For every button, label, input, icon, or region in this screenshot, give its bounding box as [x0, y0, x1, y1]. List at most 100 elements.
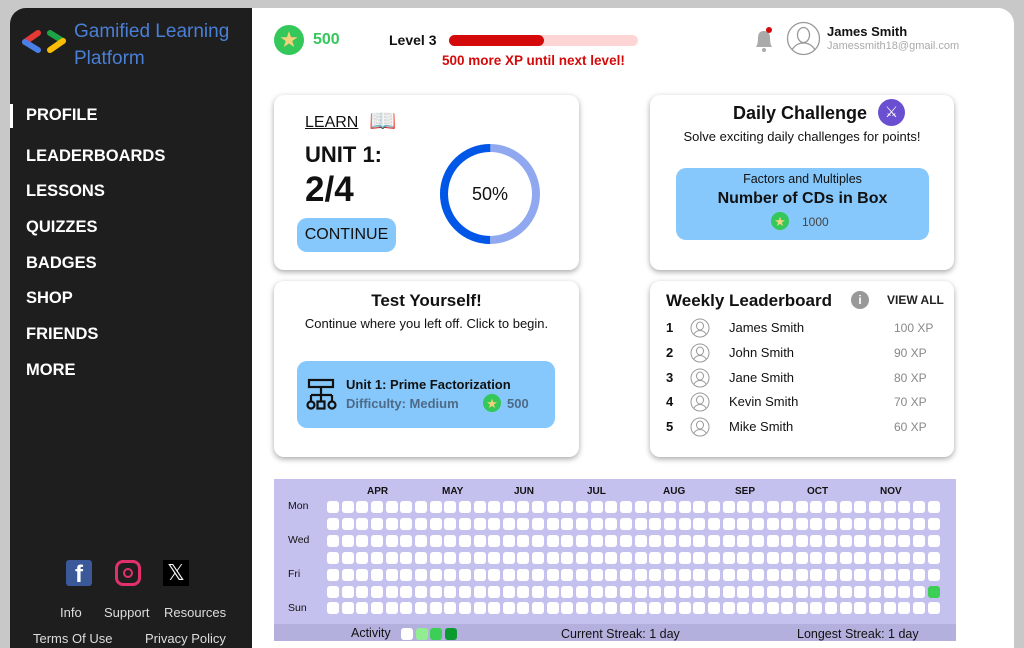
month-label: OCT: [807, 486, 829, 497]
activity-cell: [356, 568, 369, 581]
activity-cell: [488, 585, 501, 598]
activity-cell: [561, 517, 574, 530]
activity-cell: [693, 602, 706, 615]
activity-cell: [620, 585, 632, 598]
activity-cell: [356, 551, 369, 564]
activity-cell: [414, 517, 427, 530]
activity-cell: [707, 602, 720, 615]
player-xp: 70 XP: [894, 395, 927, 410]
footer-link-privacy[interactable]: Privacy Policy: [145, 631, 226, 646]
avatar-icon: [690, 368, 710, 388]
activity-cell: [927, 602, 940, 615]
footer-link-resources[interactable]: Resources: [164, 605, 227, 620]
activity-cell: [678, 517, 691, 530]
activity-cell: [429, 585, 442, 598]
leaderboard-row[interactable]: 5 Mike Smith 60 XP: [666, 417, 946, 438]
activity-cell: [444, 551, 457, 564]
leaderboard-row[interactable]: 1 James Smith 100 XP: [666, 318, 946, 339]
activity-cell: [590, 501, 603, 513]
sidebar-item-shop[interactable]: SHOP: [26, 289, 73, 307]
activity-cell: [869, 534, 882, 547]
unit-progress: 2/4: [305, 170, 354, 209]
activity-cell: [414, 568, 427, 581]
activity-cell: [414, 602, 427, 615]
activity-cell: [370, 501, 383, 513]
footer-link-info[interactable]: Info: [60, 605, 82, 620]
footer-link-terms[interactable]: Terms Of Use: [33, 631, 113, 646]
activity-cell: [488, 501, 501, 513]
bell-icon[interactable]: [752, 26, 776, 54]
learn-label[interactable]: LEARN: [305, 114, 359, 131]
sidebar-item-profile[interactable]: PROFILE: [26, 106, 98, 124]
activity-cell: [502, 517, 515, 530]
activity-cell: [795, 517, 808, 530]
activity-cell: [810, 602, 823, 615]
sidebar-item-lessons[interactable]: LESSONS: [26, 182, 105, 200]
legend-swatch: [415, 628, 428, 640]
activity-cell: [781, 568, 794, 581]
instagram-icon[interactable]: [115, 560, 141, 586]
activity-cell: [561, 534, 574, 547]
activity-cell: [649, 602, 662, 615]
activity-cell: [517, 551, 530, 564]
activity-cell: [781, 585, 794, 598]
activity-cell: [839, 501, 852, 513]
leaderboard-row[interactable]: 4 Kevin Smith 70 XP: [666, 392, 946, 413]
activity-cell: [722, 517, 735, 530]
activity-cell: [898, 501, 911, 513]
x-icon[interactable]: 𝕏: [163, 560, 189, 586]
sidebar-item-leaderboards[interactable]: LEADERBOARDS: [26, 147, 166, 165]
facebook-icon[interactable]: f: [66, 560, 92, 588]
sidebar-item-badges[interactable]: BADGES: [26, 254, 97, 272]
activity-cell: [429, 551, 442, 564]
activity-cell: [678, 534, 691, 547]
daily-name: Number of CDs in Box: [717, 190, 888, 207]
activity-cell: [458, 551, 471, 564]
activity-cell: [561, 602, 574, 615]
day-label: Fri: [288, 568, 301, 580]
month-label: MAY: [442, 486, 464, 497]
activity-cell: [883, 585, 896, 598]
activity-cell: [458, 568, 471, 581]
test-item[interactable]: [297, 361, 555, 428]
activity-cell: [839, 585, 852, 598]
activity-cell: [634, 602, 647, 615]
user-avatar[interactable]: [786, 21, 821, 56]
footer-link-support[interactable]: Support: [104, 605, 150, 620]
activity-cell: [532, 501, 545, 513]
swords-icon: ⚔: [878, 99, 905, 126]
activity-cell: [883, 501, 896, 513]
info-icon[interactable]: i: [851, 291, 869, 309]
activity-cell: [663, 602, 676, 615]
daily-challenge-item[interactable]: [676, 168, 929, 240]
leaderboard-row[interactable]: 2 John Smith 90 XP: [666, 343, 946, 364]
daily-subtitle: Solve exciting daily challenges for poin…: [683, 129, 921, 144]
activity-cell: [605, 501, 618, 513]
activity-cell: [620, 551, 632, 564]
activity-cell: [722, 585, 735, 598]
activity-cell: [766, 534, 779, 547]
activity-cell: [473, 501, 486, 513]
activity-cell: [488, 534, 501, 547]
activity-cell: [693, 501, 706, 513]
activity-cell: [634, 534, 647, 547]
activity-cell: [722, 501, 735, 513]
view-all-link[interactable]: VIEW ALL: [887, 293, 944, 307]
sidebar-item-more[interactable]: MORE: [26, 361, 76, 379]
activity-cell: [678, 551, 691, 564]
sidebar-item-quizzes[interactable]: QUIZZES: [26, 218, 98, 236]
activity-cell: [605, 534, 618, 547]
test-points: 500: [507, 396, 529, 411]
leaderboard-row[interactable]: 3 Jane Smith 80 XP: [666, 368, 946, 389]
activity-cell: [810, 585, 823, 598]
activity-cell: [429, 501, 442, 513]
activity-cell: [825, 501, 838, 513]
player-name: Kevin Smith: [729, 394, 799, 410]
legend-swatch: [401, 628, 413, 640]
activity-cell: [620, 501, 632, 513]
activity-cell: [825, 551, 838, 564]
sidebar-item-friends[interactable]: FRIENDS: [26, 325, 99, 343]
activity-cell: [737, 568, 750, 581]
activity-cell: [546, 517, 559, 530]
continue-button[interactable]: CONTINUE: [297, 218, 396, 252]
